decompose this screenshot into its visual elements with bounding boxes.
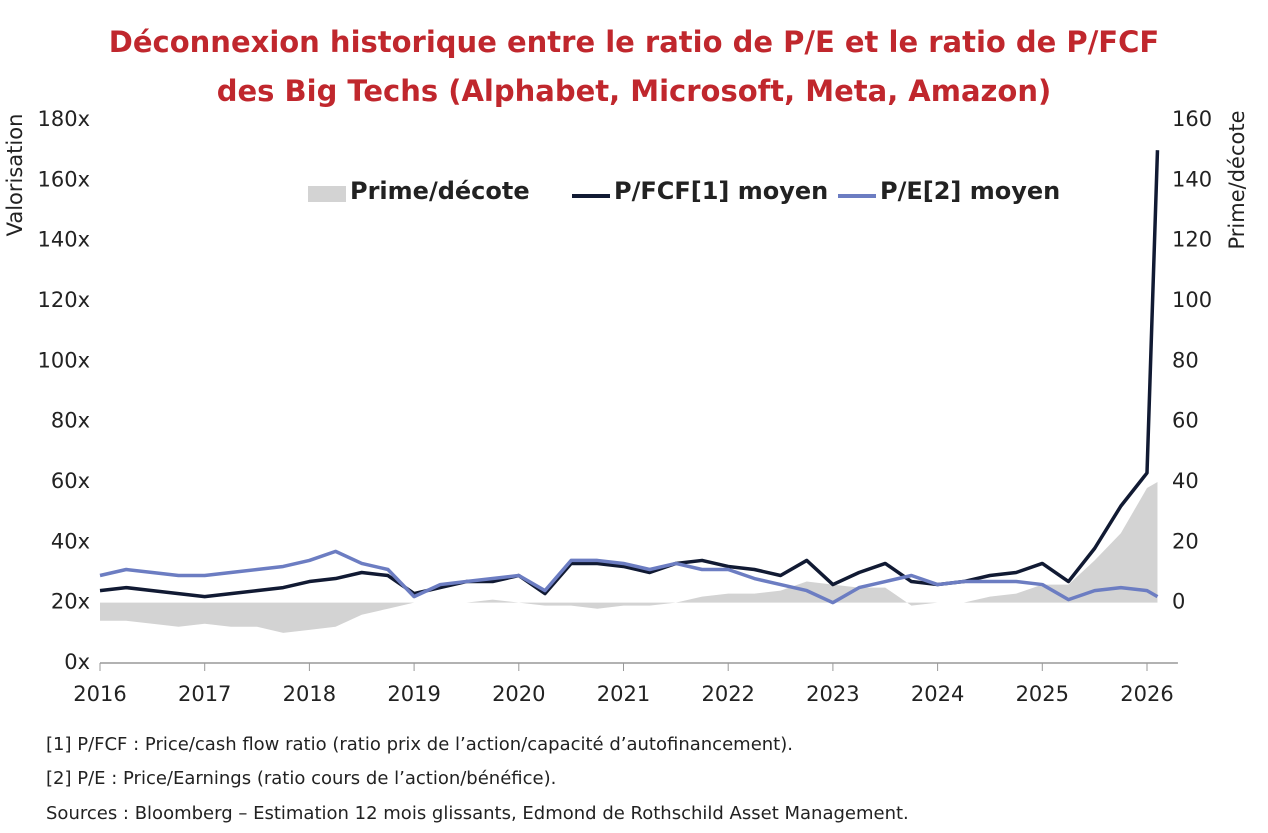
line — [99, 150, 1160, 599]
y-tick-label: 0x — [64, 650, 90, 674]
y-tick-label: 80x — [51, 409, 90, 433]
x-tick-label: 2016 — [73, 682, 126, 706]
y-tick-label: 140x — [37, 228, 90, 252]
y2-tick-label: 100 — [1172, 288, 1212, 312]
y2-tick-label: 60 — [1172, 409, 1199, 433]
y-tick-label: 20x — [51, 590, 90, 614]
x-tick-label: 2018 — [283, 682, 336, 706]
chart-title: Déconnexion historique entre le ratio de… — [109, 25, 1159, 59]
footnote: [1] P/FCF : Price/cash flow ratio (ratio… — [46, 734, 793, 755]
x-tick-label: 2020 — [492, 682, 545, 706]
y2-tick-label: 80 — [1172, 348, 1199, 372]
x-tick-label: 2019 — [387, 682, 440, 706]
area — [100, 482, 1158, 633]
y2-tick-label: 40 — [1172, 469, 1199, 493]
x-tick-label: 2025 — [1016, 682, 1069, 706]
y-tick-label: 100x — [37, 348, 90, 372]
y-tick-label: 160x — [37, 167, 90, 191]
y-tick-label: 180x — [37, 107, 90, 131]
y-tick-label: 120x — [37, 288, 90, 312]
x-tick-label: 2026 — [1120, 682, 1173, 706]
x-tick-label: 2024 — [911, 682, 964, 706]
chart-title: des Big Techs (Alphabet, Microsoft, Meta… — [217, 74, 1052, 108]
footnote: Sources : Bloomberg – Estimation 12 mois… — [46, 803, 909, 824]
line — [99, 549, 1159, 605]
legend-label: P/E[2] moyen — [880, 177, 1060, 205]
x-tick-label: 2021 — [597, 682, 650, 706]
x-tick-label: 2023 — [806, 682, 859, 706]
y-axis-label: Valorisation — [3, 114, 27, 237]
y-tick-label: 60x — [51, 469, 90, 493]
y2-tick-label: 0 — [1172, 590, 1185, 614]
y-tick-label: 40x — [51, 529, 90, 553]
legend-label: Prime/décote — [350, 177, 530, 205]
x-tick-label: 2017 — [178, 682, 231, 706]
y2-tick-label: 20 — [1172, 529, 1199, 553]
legend-label: P/FCF[1] moyen — [614, 177, 828, 205]
legend-swatch — [308, 186, 346, 202]
y2-tick-label: 120 — [1172, 228, 1212, 252]
y2-tick-label: 160 — [1172, 107, 1212, 131]
x-tick-label: 2022 — [701, 682, 754, 706]
footnote: [2] P/E : Price/Earnings (ratio cours de… — [46, 768, 556, 789]
y2-tick-label: 140 — [1172, 167, 1212, 191]
y2-axis-label: Prime/décote — [1225, 110, 1249, 249]
